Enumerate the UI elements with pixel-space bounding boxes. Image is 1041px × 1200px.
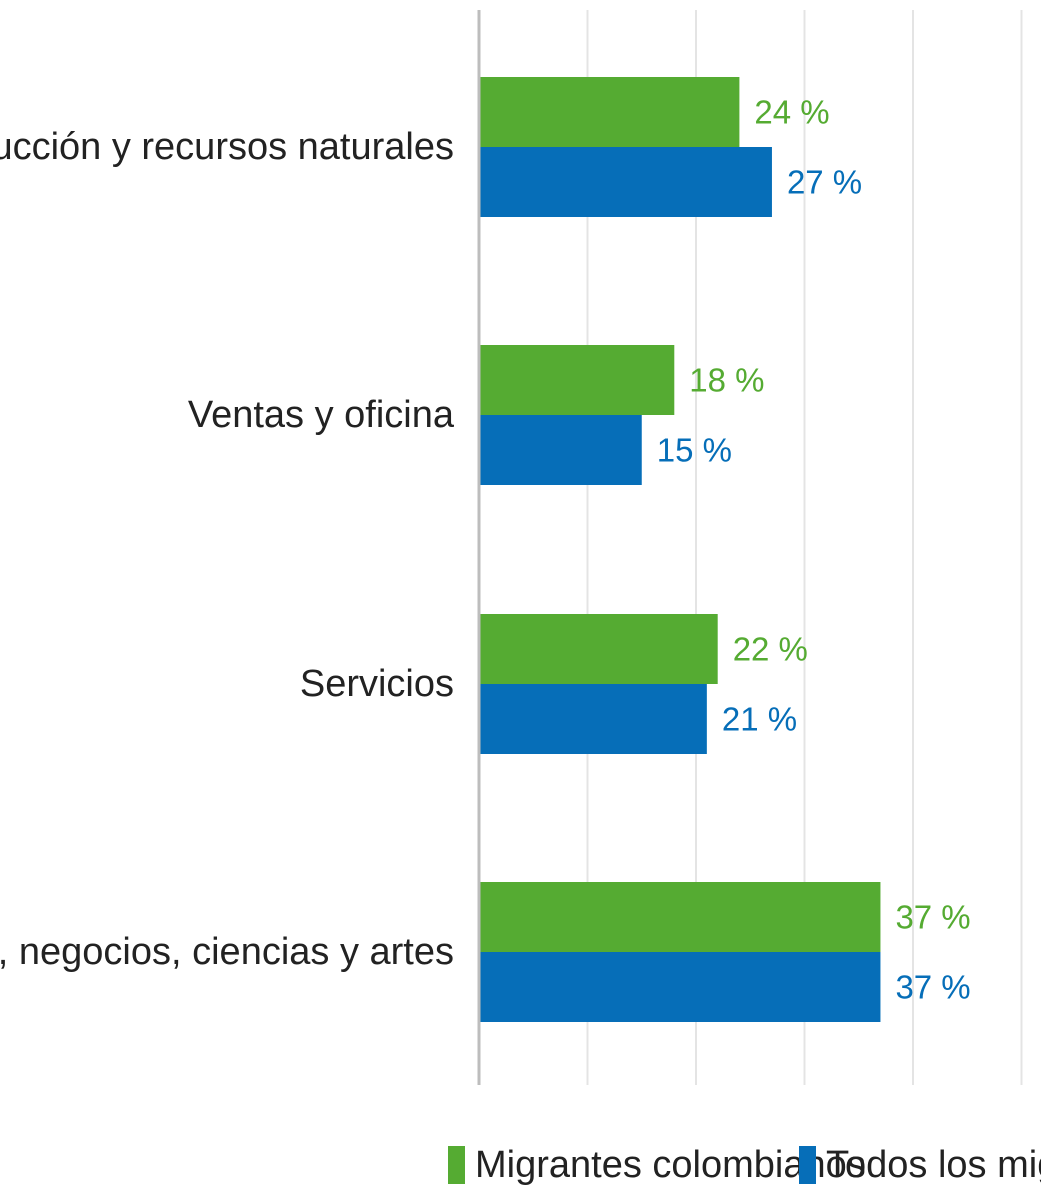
legend-label-todos-los-migrantes: Todos los migrantes [826, 1144, 1041, 1186]
bar-todos-los-migrantes-administracion-negocios-ciencias-y-artes [479, 952, 881, 1022]
category-label-construccion-y-recursos-naturales: Construcción y recursos naturales [0, 126, 454, 168]
bar-migrantes-colombianos-servicios [479, 614, 718, 684]
value-label-migrantes-colombianos-ventas-y-oficina: 18 % [689, 362, 764, 399]
bar-todos-los-migrantes-servicios [479, 684, 707, 754]
value-label-migrantes-colombianos-administracion-negocios-ciencias-y-artes: 37 % [895, 899, 970, 936]
value-label-migrantes-colombianos-construccion-y-recursos-naturales: 24 % [754, 94, 829, 131]
category-label-administracion-negocios-ciencias-y-artes: Administración, negocios, ciencias y art… [0, 931, 454, 973]
value-label-todos-los-migrantes-servicios: 21 % [722, 701, 797, 738]
legend-swatch-migrantes-colombianos [448, 1146, 465, 1184]
bar-todos-los-migrantes-construccion-y-recursos-naturales [479, 147, 772, 217]
bar-todos-los-migrantes-ventas-y-oficina [479, 415, 642, 485]
value-label-todos-los-migrantes-administracion-negocios-ciencias-y-artes: 37 % [895, 969, 970, 1006]
value-label-todos-los-migrantes-ventas-y-oficina: 15 % [657, 432, 732, 469]
category-label-servicios: Servicios [300, 663, 454, 705]
category-label-ventas-y-oficina: Ventas y oficina [188, 394, 455, 436]
bar-migrantes-colombianos-ventas-y-oficina [479, 345, 675, 415]
labels: 24 % 27 % Construcción y recursos naturale… [0, 94, 971, 1006]
bar-migrantes-colombianos-construccion-y-recursos-naturales [479, 77, 740, 147]
value-label-todos-los-migrantes-construccion-y-recursos-naturales: 27 % [787, 164, 862, 201]
value-label-migrantes-colombianos-servicios: 22 % [733, 631, 808, 668]
bar-migrantes-colombianos-administracion-negocios-ciencias-y-artes [479, 882, 881, 952]
legend-swatch-todos-los-migrantes [799, 1146, 816, 1184]
bars [479, 77, 881, 1022]
